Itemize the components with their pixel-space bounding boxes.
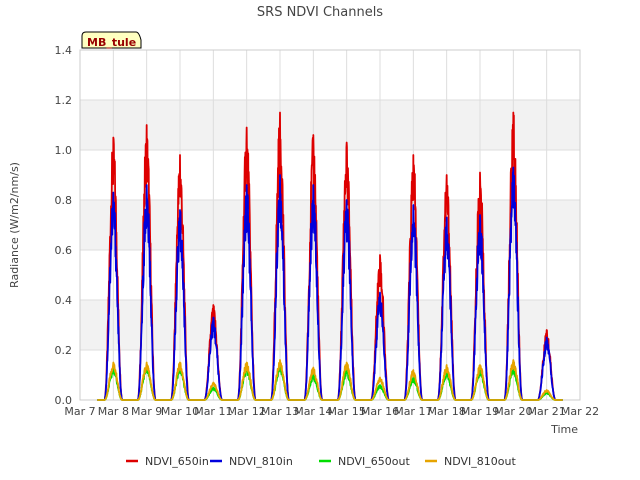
x-tick-label-13: Mar 20 — [494, 405, 532, 418]
x-tick-label-4: Mar 11 — [194, 405, 232, 418]
y-axis-label: Radiance (W/m2/nm/s) — [8, 162, 21, 288]
x-tick-label-10: Mar 17 — [394, 405, 432, 418]
x-tick-label-7: Mar 14 — [294, 405, 332, 418]
x-tick-label-15: Mar 22 — [561, 405, 599, 418]
y-axis-ticks: 0.0 0.2 0.4 0.6 0.8 1.0 1.2 1.4 — [55, 44, 73, 407]
legend-label-3: NDVI_810out — [444, 455, 516, 468]
annotation-box: MB_tule — [81, 31, 142, 49]
legend: NDVI_650in NDVI_810in NDVI_650out NDVI_810o… — [126, 455, 516, 468]
y-tick-label-1: 0.2 — [55, 344, 73, 357]
x-tick-label-3: Mar 10 — [161, 405, 199, 418]
band-1 — [80, 300, 580, 350]
legend-label-2: NDVI_650out — [338, 455, 410, 468]
annotation-label: MB_tule — [87, 36, 136, 49]
x-tick-label-6: Mar 13 — [261, 405, 299, 418]
y-tick-label-6: 1.2 — [55, 94, 73, 107]
x-axis-label: Time — [550, 423, 578, 436]
background-bands — [80, 100, 580, 350]
x-tick-label-0: Mar 7 — [64, 405, 95, 418]
series-line-ndvi-650in — [97, 111, 563, 401]
y-tick-label-4: 0.8 — [55, 194, 73, 207]
series-line-ndvi-650out — [97, 364, 563, 401]
y-tick-label-7: 1.4 — [55, 44, 73, 57]
legend-label-1: NDVI_810in — [229, 455, 293, 468]
series-line-ndvi-810out — [97, 359, 563, 401]
x-tick-label-2: Mar 9 — [131, 405, 162, 418]
y-tick-label-5: 1.0 — [55, 144, 73, 157]
x-tick-label-14: Mar 21 — [528, 405, 566, 418]
x-tick-label-8: Mar 15 — [328, 405, 366, 418]
band-5 — [80, 100, 580, 150]
x-tick-label-1: Mar 8 — [98, 405, 129, 418]
legend-label-0: NDVI_650in — [145, 455, 209, 468]
x-tick-label-9: Mar 16 — [361, 405, 399, 418]
y-tick-label-2: 0.4 — [55, 294, 73, 307]
x-tick-label-5: Mar 12 — [228, 405, 266, 418]
x-tick-label-11: Mar 18 — [428, 405, 466, 418]
band-3 — [80, 200, 580, 250]
chart-title: SRS NDVI Channels — [257, 5, 383, 20]
y-tick-label-0: 0.0 — [55, 394, 73, 407]
series-layer — [97, 111, 563, 401]
x-tick-label-12: Mar 19 — [461, 405, 499, 418]
y-tick-label-3: 0.6 — [55, 244, 73, 257]
